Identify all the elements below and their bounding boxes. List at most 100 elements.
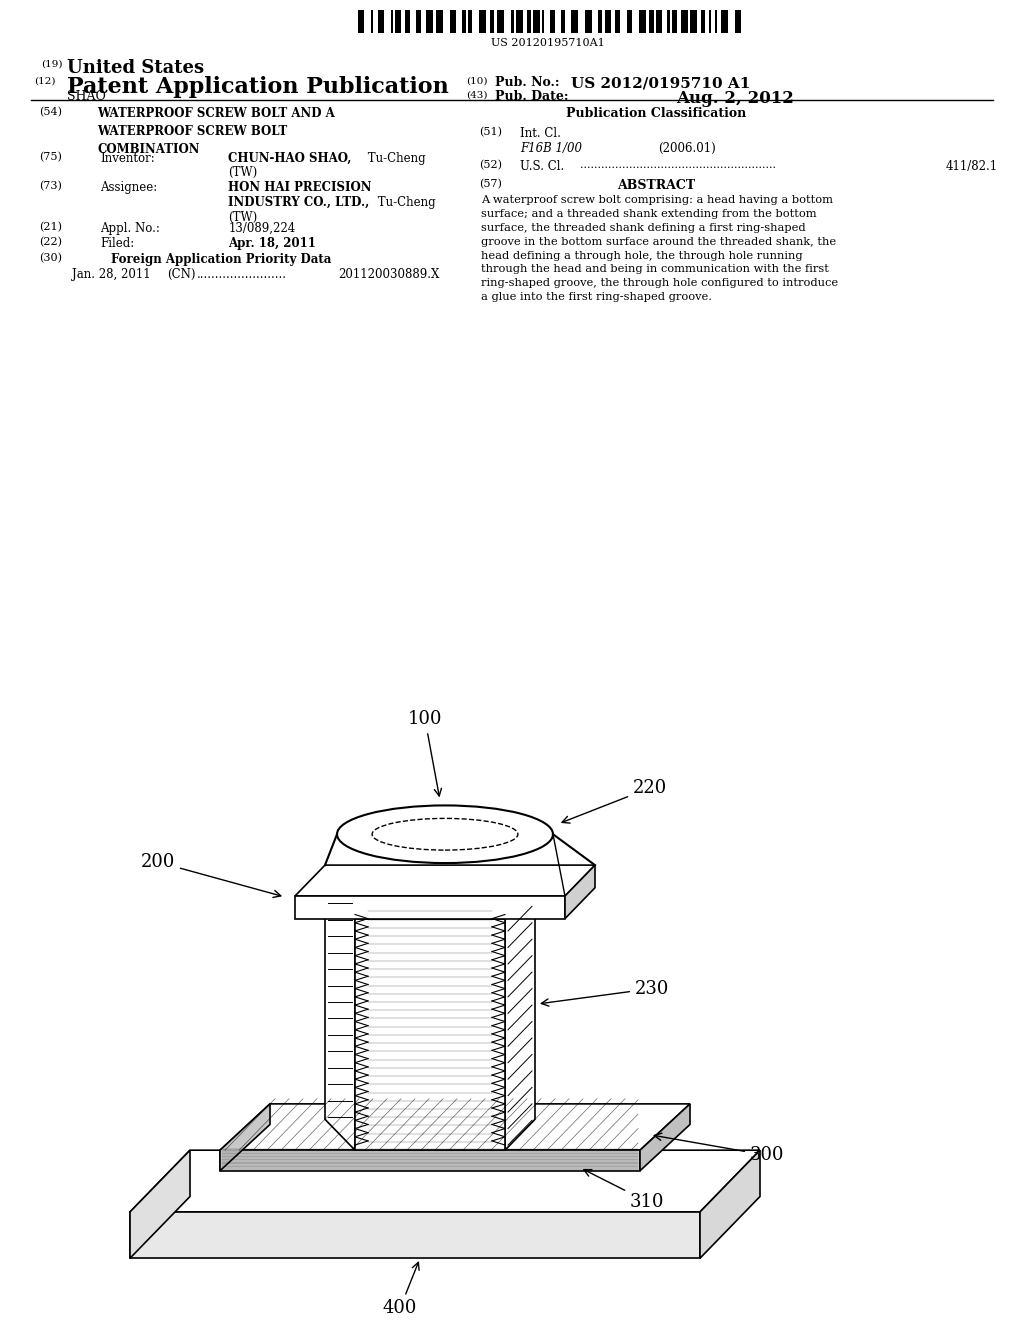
Text: (43): (43): [466, 90, 487, 99]
Text: (57): (57): [479, 180, 502, 189]
Text: 201120030889.X: 201120030889.X: [338, 268, 439, 281]
Bar: [605, 9, 611, 33]
Bar: [462, 9, 466, 33]
Bar: [355, 919, 505, 1150]
Text: 230: 230: [542, 979, 670, 1006]
Bar: [450, 9, 457, 33]
Bar: [639, 9, 646, 33]
Bar: [586, 9, 592, 33]
Bar: [516, 9, 523, 33]
Text: US 2012/0195710 A1: US 2012/0195710 A1: [571, 77, 751, 90]
Bar: [371, 9, 373, 33]
Bar: [404, 9, 411, 33]
Polygon shape: [505, 888, 535, 1150]
Bar: [511, 9, 514, 33]
Bar: [656, 9, 662, 33]
Text: Inventor:: Inventor:: [100, 152, 155, 165]
Text: INDUSTRY CO., LTD.,: INDUSTRY CO., LTD.,: [228, 195, 370, 209]
Polygon shape: [295, 896, 565, 919]
Text: (CN): (CN): [167, 268, 196, 281]
Text: Filed:: Filed:: [100, 236, 134, 249]
Bar: [701, 9, 706, 33]
Text: Foreign Application Priority Data: Foreign Application Priority Data: [111, 253, 331, 265]
Bar: [426, 9, 433, 33]
Text: Publication Classification: Publication Classification: [566, 107, 746, 120]
Polygon shape: [130, 1150, 190, 1258]
Text: (75): (75): [39, 152, 61, 162]
Bar: [416, 9, 421, 33]
Text: 100: 100: [408, 710, 442, 796]
Bar: [435, 9, 442, 33]
Text: Assignee:: Assignee:: [100, 181, 158, 194]
Bar: [627, 9, 633, 33]
Text: 411/82.1: 411/82.1: [945, 161, 997, 173]
Polygon shape: [220, 1104, 690, 1150]
Text: 200: 200: [140, 853, 281, 898]
Bar: [561, 9, 564, 33]
Bar: [681, 9, 688, 33]
Text: Int. Cl.: Int. Cl.: [520, 127, 561, 140]
Text: (52): (52): [479, 161, 502, 170]
Text: A waterproof screw bolt comprising: a head having a bottom
surface; and a thread: A waterproof screw bolt comprising: a he…: [481, 195, 839, 302]
Bar: [468, 9, 472, 33]
Polygon shape: [640, 1104, 690, 1171]
Polygon shape: [295, 865, 595, 896]
Text: (30): (30): [39, 253, 61, 263]
Text: Apr. 18, 2011: Apr. 18, 2011: [228, 236, 316, 249]
Text: Jan. 28, 2011: Jan. 28, 2011: [72, 268, 151, 281]
Text: (51): (51): [479, 127, 502, 137]
Bar: [648, 9, 654, 33]
Bar: [542, 9, 545, 33]
Bar: [498, 9, 504, 33]
Text: HON HAI PRECISION: HON HAI PRECISION: [228, 181, 372, 194]
Text: SHAO: SHAO: [67, 90, 105, 103]
Text: ........................................................: ........................................…: [580, 161, 775, 170]
Bar: [672, 9, 677, 33]
Polygon shape: [130, 1212, 700, 1258]
Bar: [690, 9, 697, 33]
Ellipse shape: [372, 818, 518, 850]
Text: Aug. 2, 2012: Aug. 2, 2012: [676, 90, 794, 107]
Text: ABSTRACT: ABSTRACT: [617, 180, 695, 191]
Bar: [709, 9, 712, 33]
Text: (12): (12): [34, 77, 55, 84]
Text: ........................: ........................: [197, 268, 287, 281]
Bar: [735, 9, 740, 33]
Bar: [614, 9, 621, 33]
Bar: [721, 9, 728, 33]
Text: F16B 1/00: F16B 1/00: [520, 143, 583, 154]
Bar: [598, 9, 602, 33]
Polygon shape: [130, 1150, 760, 1212]
Text: Tu-Cheng: Tu-Cheng: [374, 195, 435, 209]
Polygon shape: [700, 1150, 760, 1258]
Bar: [715, 9, 718, 33]
Polygon shape: [325, 888, 355, 1150]
Text: United States: United States: [67, 59, 204, 77]
Polygon shape: [220, 1150, 640, 1171]
Text: Patent Application Publication: Patent Application Publication: [67, 77, 449, 98]
Bar: [489, 9, 494, 33]
Bar: [391, 9, 393, 33]
Text: 310: 310: [584, 1170, 665, 1210]
Ellipse shape: [337, 805, 553, 863]
Text: 300: 300: [654, 1133, 784, 1164]
Text: (22): (22): [39, 236, 61, 247]
Text: 400: 400: [383, 1262, 419, 1317]
Text: (73): (73): [39, 181, 61, 191]
Polygon shape: [220, 1104, 270, 1171]
Text: (2006.01): (2006.01): [658, 143, 716, 154]
Bar: [358, 9, 364, 33]
Text: (54): (54): [39, 107, 61, 117]
Text: Tu-Cheng: Tu-Cheng: [364, 152, 425, 165]
Text: Pub. Date:: Pub. Date:: [495, 90, 568, 103]
Bar: [668, 9, 670, 33]
Bar: [379, 9, 384, 33]
Text: (TW): (TW): [228, 166, 258, 180]
Text: (19): (19): [41, 59, 62, 69]
Polygon shape: [565, 865, 595, 919]
Bar: [395, 9, 400, 33]
Bar: [479, 9, 485, 33]
Text: 13/089,224: 13/089,224: [228, 222, 296, 235]
Text: Appl. No.:: Appl. No.:: [100, 222, 160, 235]
Bar: [532, 9, 540, 33]
